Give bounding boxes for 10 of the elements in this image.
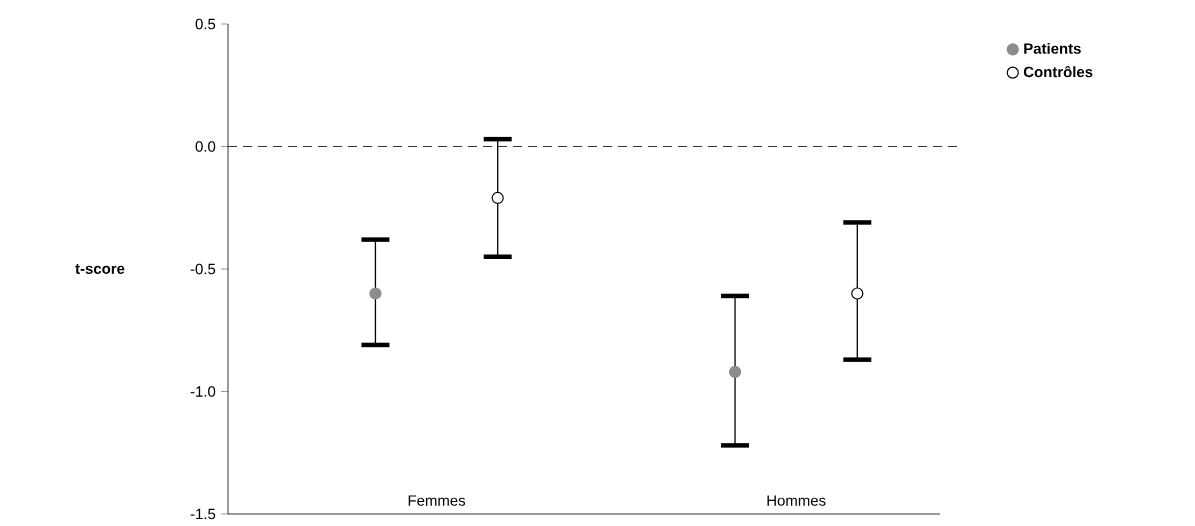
x-tick-label: Hommes bbox=[767, 495, 826, 506]
y-tick-label: -1.5 bbox=[190, 508, 216, 520]
y-tick-label: 0.5 bbox=[195, 18, 216, 30]
y-axis-title: t-score bbox=[75, 264, 125, 274]
y-tick-label: -0.5 bbox=[190, 263, 216, 275]
legend-label: Contrôles bbox=[1023, 65, 1093, 78]
y-tick-label: -1.0 bbox=[190, 386, 216, 397]
x-tick-label: Femmes bbox=[408, 495, 466, 506]
y-tick-label: 0.0 bbox=[195, 141, 216, 152]
legend-label: Patients bbox=[1024, 42, 1081, 54]
